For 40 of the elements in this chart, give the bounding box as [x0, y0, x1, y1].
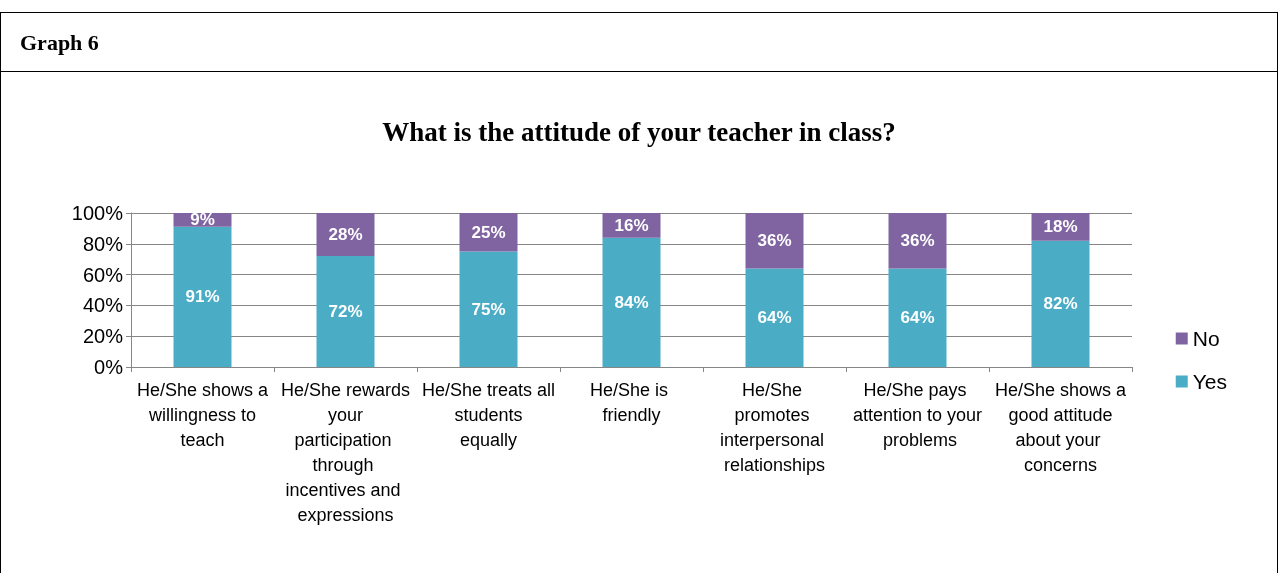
bar — [888, 213, 947, 269]
data-label: 84% — [614, 292, 649, 312]
data-label: 36% — [757, 231, 792, 251]
data-label: 36% — [900, 231, 935, 251]
data-label: 9% — [190, 210, 215, 230]
y-tick-label: 40% — [82, 294, 124, 317]
x-tick-label: He/She shows a willingness to teach — [136, 379, 270, 450]
y-tick-label: 0% — [94, 356, 124, 378]
data-label: 25% — [471, 222, 506, 242]
data-label: 28% — [328, 225, 363, 245]
bar — [602, 237, 661, 367]
y-tick-label: 20% — [82, 325, 124, 348]
x-tick-label: He/She rewards your participation through incentives and expressions — [280, 379, 411, 525]
x-tick-label: He/She shows a good attitude about your concerns — [994, 379, 1128, 475]
bar — [745, 268, 804, 367]
data-label: 16% — [614, 215, 649, 235]
bar — [459, 251, 518, 367]
data-label: 75% — [471, 299, 506, 319]
bar — [173, 226, 232, 367]
bar — [745, 213, 804, 269]
x-tick-label: He/She treats all students equally — [421, 379, 556, 450]
legend-label: No — [1192, 327, 1220, 350]
y-tick-label: 80% — [82, 232, 124, 255]
x-tick-label: He/She is friendly — [589, 379, 674, 425]
bar — [888, 268, 947, 367]
data-label: 72% — [328, 302, 363, 322]
x-tick-label: He/She pays attention to your problems — [852, 379, 983, 450]
data-label: 82% — [1043, 294, 1078, 314]
legend-label: Yes — [1192, 370, 1228, 393]
data-label: 64% — [757, 308, 792, 328]
data-label: 18% — [1043, 217, 1078, 237]
data-label: 91% — [185, 287, 220, 307]
x-tick-label: He/She promotes interpersonal relationships — [719, 379, 830, 475]
chart-title: What is the attitude of your teacher in class? — [382, 116, 896, 147]
chart-subtitle: Graph 6 — [20, 30, 99, 55]
bar — [1031, 240, 1090, 367]
y-tick-label: 100% — [71, 202, 124, 224]
data-label: 64% — [900, 308, 935, 328]
bar — [316, 256, 375, 367]
y-tick-label: 60% — [82, 263, 124, 286]
